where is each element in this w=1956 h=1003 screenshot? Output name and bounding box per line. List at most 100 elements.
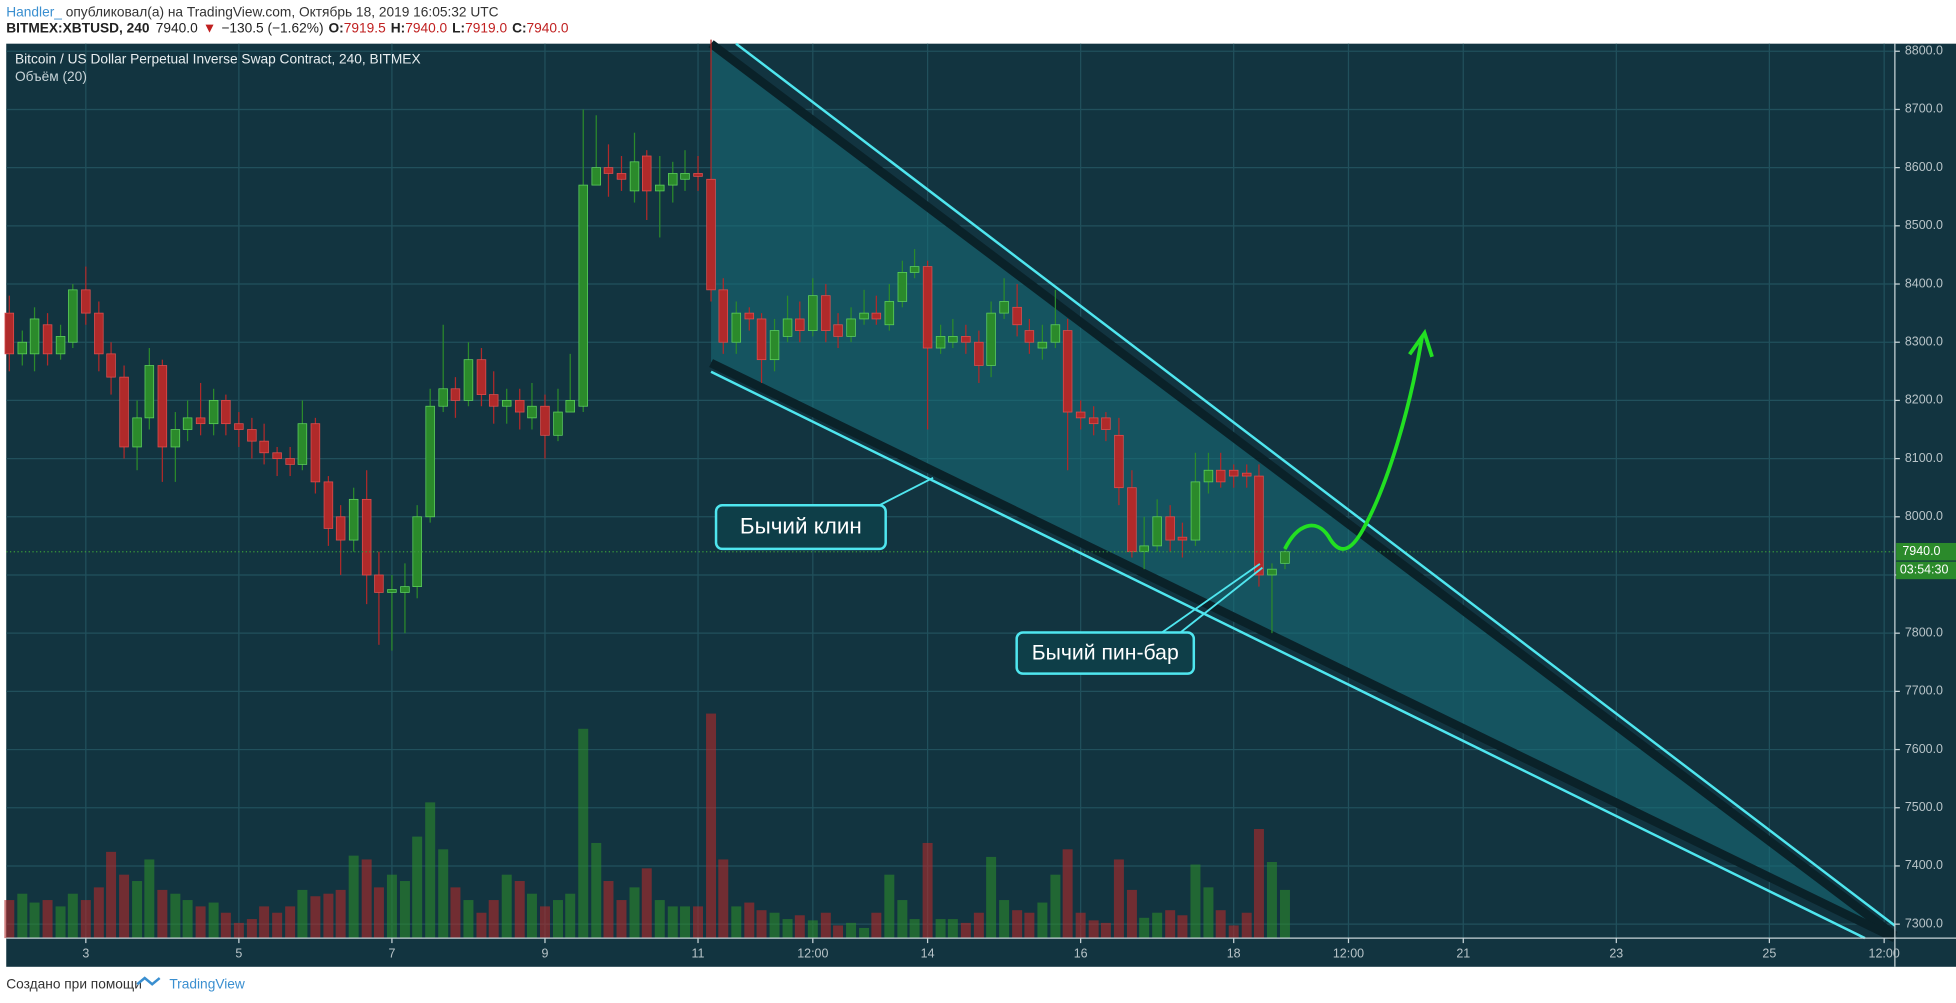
- candle-body: [922, 266, 933, 349]
- volume-bar: [1062, 849, 1073, 939]
- candle-body: [1203, 469, 1214, 483]
- volume-bar: [794, 915, 805, 939]
- candle-body: [795, 318, 805, 331]
- candle-body: [374, 574, 384, 593]
- volume-bar: [1215, 910, 1226, 939]
- candle-body: [591, 167, 601, 186]
- candle-body: [1254, 475, 1264, 576]
- volume-bar: [348, 855, 359, 939]
- candle-body: [1241, 472, 1252, 477]
- candle-body: [616, 173, 627, 180]
- y-tick-label: 7300.0: [1905, 916, 1943, 930]
- candle-body: [1280, 551, 1290, 564]
- y-tick-label: 8600.0: [1905, 160, 1943, 174]
- volume-bar: [1075, 912, 1086, 939]
- low-label: L:: [452, 20, 465, 35]
- volume-bar: [144, 859, 155, 939]
- volume-bar: [756, 910, 767, 939]
- y-tick-label: 8300.0: [1905, 335, 1943, 349]
- forecast-arrow: [1283, 336, 1424, 551]
- x-tick-label: 23: [1609, 947, 1623, 961]
- volume-bar: [1266, 861, 1277, 939]
- footer-text: Создано при помощи: [6, 976, 142, 991]
- volume-bar: [438, 849, 449, 939]
- candle-body: [144, 365, 155, 419]
- volume-bar: [731, 906, 742, 939]
- candle-body: [629, 161, 640, 192]
- x-tick-label: 5: [235, 947, 242, 961]
- volume-bar: [425, 802, 436, 939]
- volume-bar: [552, 900, 563, 939]
- volume-bar: [450, 887, 461, 939]
- candle-body: [693, 173, 703, 177]
- candle-body: [948, 336, 958, 343]
- x-tick-label: 21: [1456, 947, 1470, 961]
- published: опубликовал(а) на TradingView.com, Октяб…: [62, 4, 499, 19]
- candle-body: [501, 400, 512, 407]
- candle-body: [1012, 306, 1022, 326]
- volume-bar: [1113, 859, 1124, 939]
- candle-body: [897, 272, 908, 302]
- open-label: O:: [329, 20, 344, 35]
- volume-bar: [1139, 917, 1150, 939]
- volume-bar: [871, 912, 882, 939]
- volume-bar: [680, 906, 691, 939]
- candle-body: [846, 318, 856, 337]
- volume-bar: [654, 900, 665, 939]
- candle-body: [756, 318, 767, 361]
- volume-bar: [310, 896, 321, 939]
- volume-bar: [170, 893, 181, 939]
- price: 7940.0: [156, 20, 198, 35]
- candle-body: [476, 359, 487, 395]
- volume-bar: [17, 893, 28, 939]
- candle-body: [182, 417, 193, 430]
- low-value: 7919.0: [465, 20, 507, 35]
- volume-bar: [93, 887, 104, 939]
- x-tick-label: 3: [82, 947, 89, 961]
- candle-body: [208, 400, 219, 425]
- volume-bar: [591, 842, 602, 939]
- candle-body: [884, 301, 895, 326]
- volume-bar: [782, 919, 793, 939]
- y-tick-label: 8700.0: [1905, 102, 1943, 116]
- candle-body: [821, 295, 831, 331]
- volume-bar: [157, 889, 168, 939]
- volume-bar: [361, 859, 372, 939]
- volume-bar: [999, 900, 1010, 939]
- candle-body: [1101, 417, 1111, 430]
- candle-body: [106, 353, 116, 378]
- volume-bar: [67, 893, 78, 939]
- candle-body: [680, 173, 690, 180]
- symbol-line: BITMEX:XBTUSD, 240 7940.0 ▼ −130.5 (−1.62%)…: [6, 20, 569, 35]
- candle-body: [234, 423, 244, 430]
- candle-body: [1190, 481, 1201, 541]
- candle-body: [348, 498, 359, 541]
- volume-bar: [616, 900, 627, 939]
- volume-bar: [285, 906, 296, 939]
- candle-body: [81, 289, 91, 314]
- volume-bar: [526, 893, 537, 939]
- candle-body: [553, 411, 563, 436]
- x-tick-label: 25: [1762, 947, 1776, 961]
- x-tick-label: 12:00: [1333, 947, 1364, 961]
- y-tick-label: 7800.0: [1905, 625, 1943, 639]
- volume-bar: [208, 902, 219, 939]
- high-value: 7940.0: [405, 20, 447, 35]
- volume-bar: [986, 856, 997, 939]
- volume-label: Объём (20): [15, 69, 87, 84]
- candle-body: [731, 312, 742, 343]
- wedge-edge: [708, 40, 1898, 940]
- volume-bar: [259, 906, 270, 939]
- volume-bar: [909, 919, 920, 939]
- y-tick-label: 7700.0: [1905, 684, 1943, 698]
- candle-body: [514, 400, 525, 413]
- volume-bar: [80, 900, 91, 939]
- footer-brand[interactable]: TradingView: [169, 976, 245, 991]
- candle-body: [400, 586, 410, 593]
- volume-bar: [220, 912, 231, 939]
- candle-body: [1152, 516, 1162, 547]
- author[interactable]: Handler_: [6, 4, 62, 19]
- volume-bar: [744, 902, 755, 939]
- high-label: H:: [391, 20, 405, 35]
